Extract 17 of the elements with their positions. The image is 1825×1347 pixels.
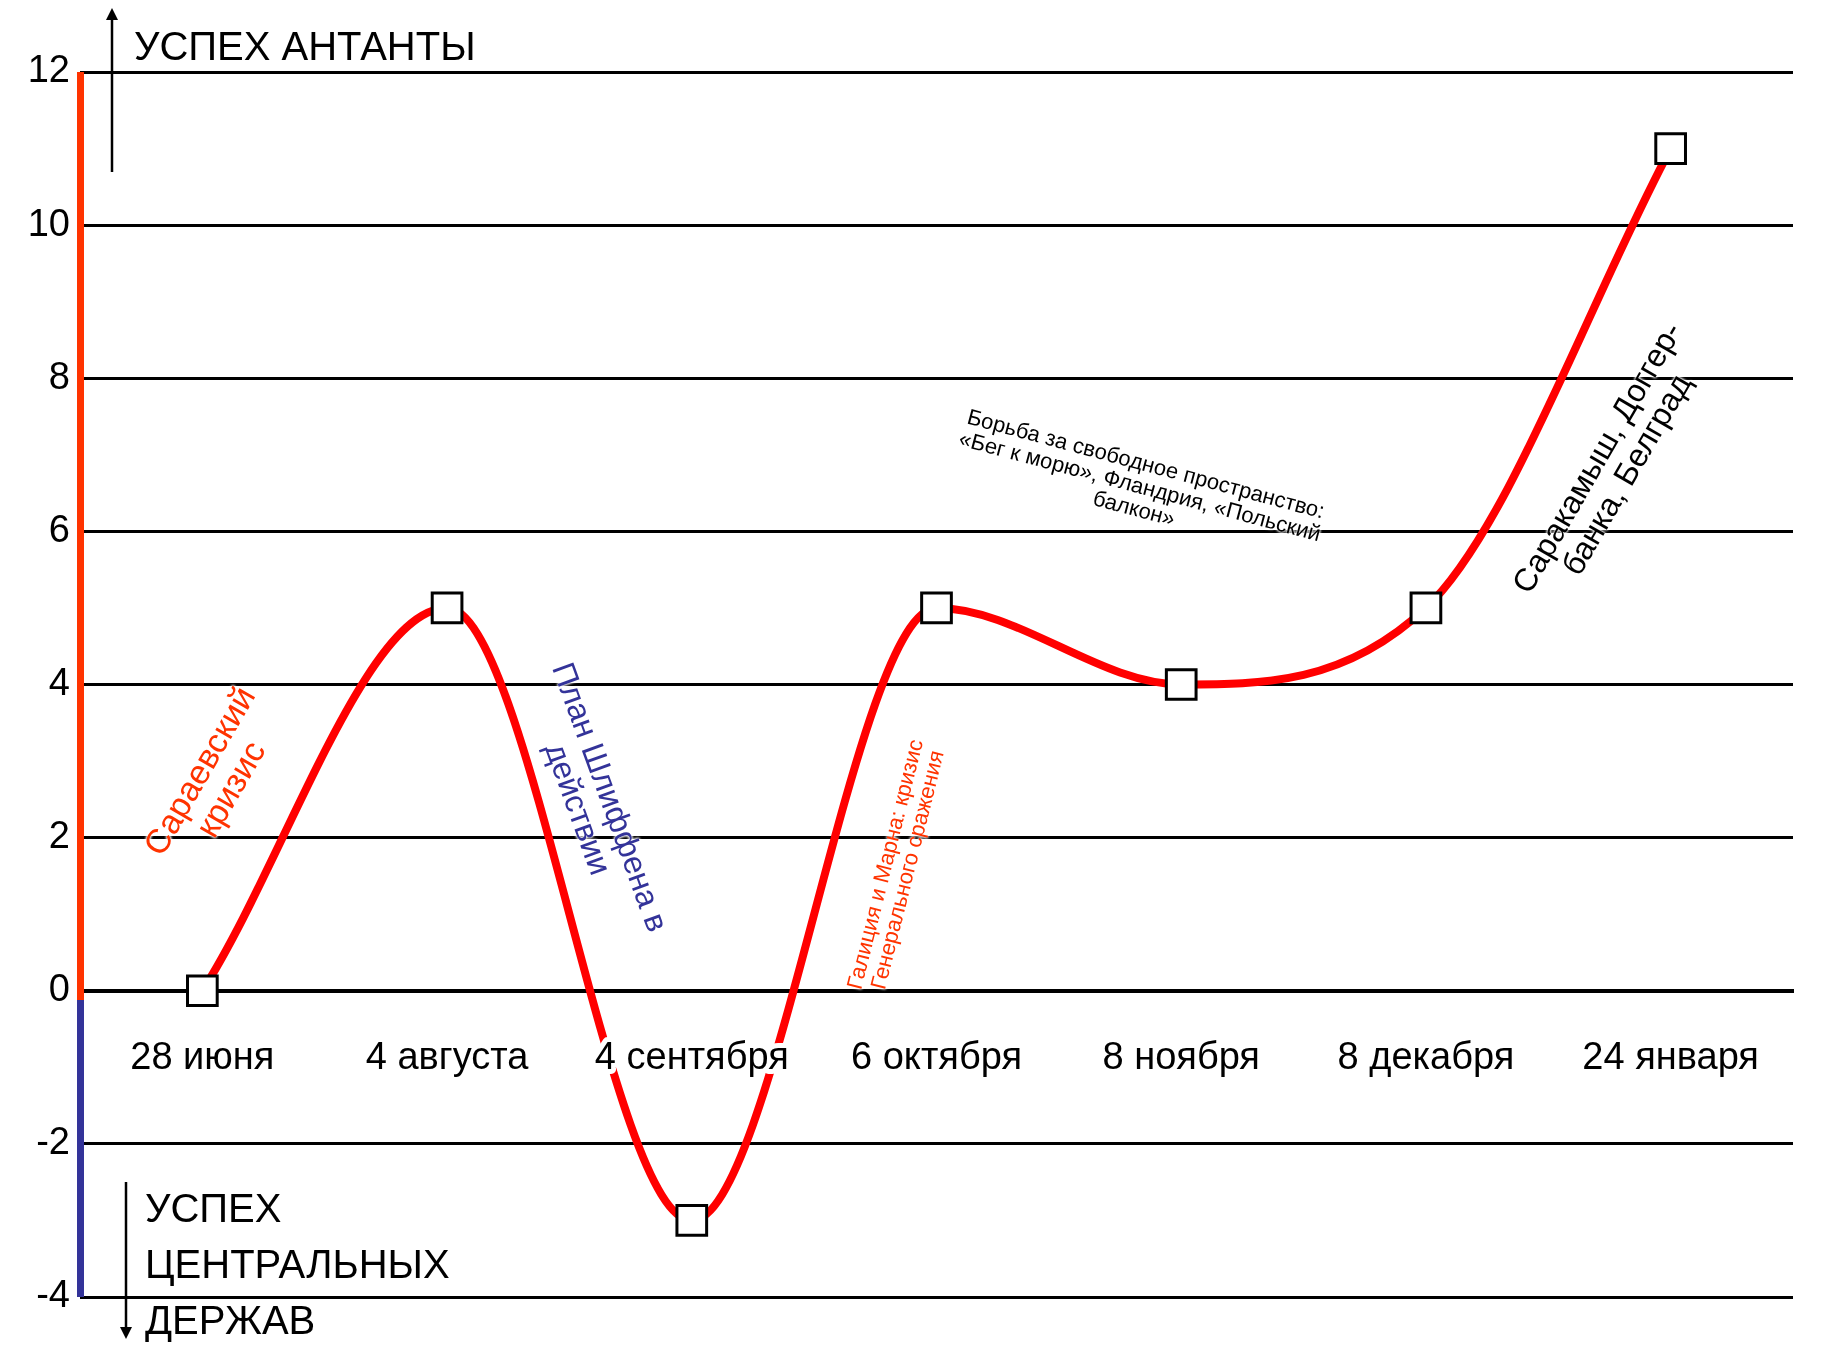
x-tick-label: 8 ноября [1102,1035,1260,1078]
y-tick-label: 8 [48,354,70,397]
y-tick-label: 0 [48,967,70,1010]
y-tick-label: 6 [48,507,70,550]
x-tick-label: 28 июня [130,1035,275,1078]
y-tick-label: 4 [48,660,70,703]
annotation: УСПЕХ ЦЕНТРАЛЬНЫХ ДЕРЖАВ [145,1185,451,1344]
y-tick-label: 10 [27,201,70,244]
y-tick-label: 2 [48,814,70,857]
text: УСПЕХ АНТАНТЫ [134,24,476,69]
y-tick-label: -4 [36,1273,70,1316]
x-tick-label: 4 августа [365,1035,530,1078]
x-tick-label: 8 декабря [1337,1035,1515,1078]
y-tick-label: -2 [36,1120,70,1163]
x-tick-label: 24 января [1582,1035,1759,1078]
y-tick-label: 12 [27,48,70,91]
x-tick-label: 6 октября [851,1035,1022,1078]
